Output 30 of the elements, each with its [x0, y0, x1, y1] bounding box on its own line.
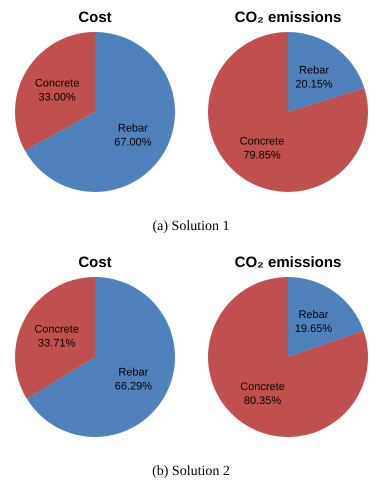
pie-slice — [208, 277, 368, 437]
data-label: 33.71% — [38, 337, 76, 350]
pie-slice — [15, 32, 95, 151]
pie-slice — [288, 32, 364, 112]
pie-slice — [15, 277, 95, 399]
slice-label: Concrete — [240, 380, 285, 393]
slice-label: Concrete — [240, 135, 284, 148]
data-label: 33.00% — [38, 92, 76, 104]
chart-title: Cost — [78, 9, 112, 26]
chart-title: CO₂ emissions — [234, 254, 342, 271]
data-label: 67.00% — [114, 136, 152, 148]
data-label: 66.29% — [114, 380, 152, 393]
slice-label: Rebar — [299, 64, 330, 77]
chart-title: CO₂ emissions — [234, 9, 342, 26]
pie-slice — [24, 32, 175, 192]
pie-slice — [26, 277, 175, 437]
pie-slice — [288, 277, 364, 357]
data-label: 20.15% — [295, 78, 333, 91]
data-label: 19.65% — [294, 323, 332, 336]
pie-slice — [208, 32, 368, 192]
data-label: 80.35% — [244, 394, 282, 407]
data-label: 79.85% — [243, 149, 281, 162]
slice-label: Concrete — [34, 78, 80, 90]
slice-label: Rebar — [118, 366, 149, 379]
chart-title: Cost — [78, 254, 112, 271]
text: (a) Solution 1 — [152, 219, 230, 234]
slice-label: Rebar — [118, 122, 148, 134]
slice-label: Rebar — [298, 309, 329, 322]
slice-label: Concrete — [34, 323, 79, 336]
text: (b) Solution 2 — [152, 464, 230, 479]
